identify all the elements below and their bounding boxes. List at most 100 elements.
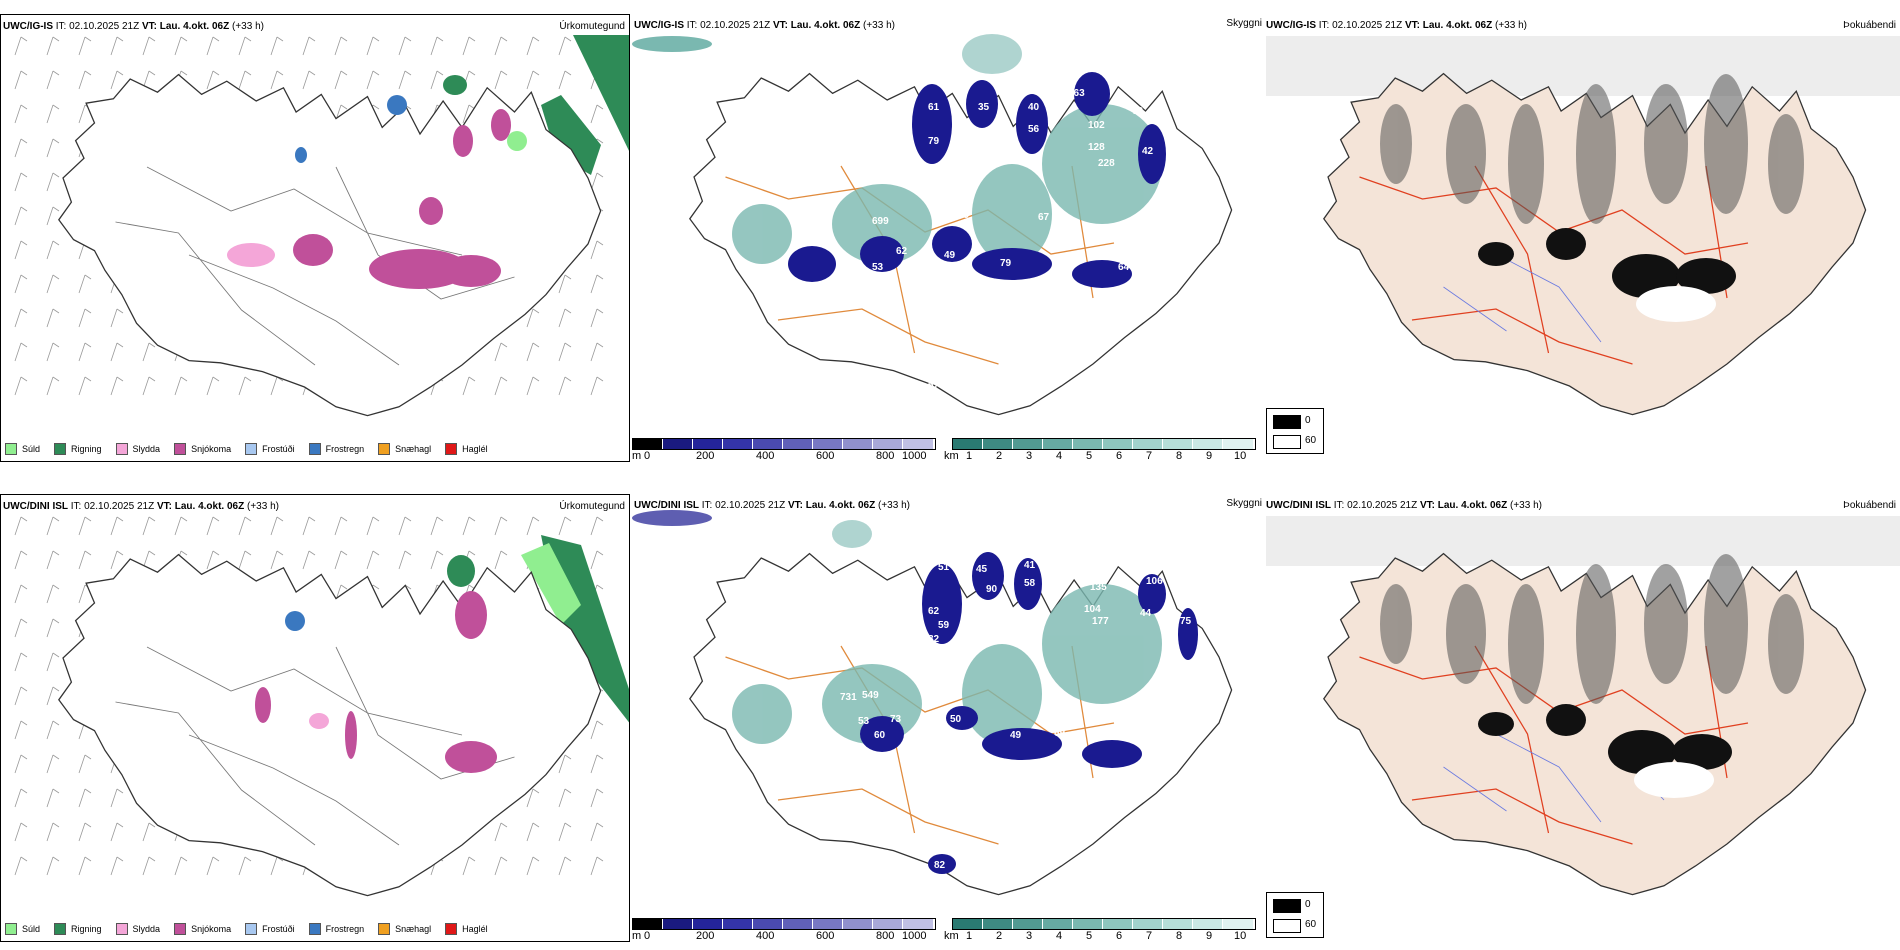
- wind-barb-flag: [180, 376, 188, 382]
- cloud-value: 62: [928, 606, 940, 617]
- wind-barb-flag: [52, 856, 60, 862]
- wind-barb: [398, 70, 406, 90]
- fog-index-panel-igis: UWC/IG-IS IT: 02.10.2025 21Z VT: Lau. 4.…: [1266, 14, 1900, 462]
- wind-barb: [558, 342, 566, 362]
- cloud-value: 44: [1140, 608, 1152, 619]
- fog-legend: 0 60: [1266, 892, 1324, 938]
- wind-barb: [46, 686, 54, 706]
- wind-barb: [302, 36, 310, 56]
- wind-barb-flag: [596, 376, 604, 382]
- wind-barb-flag: [180, 516, 188, 522]
- wind-barb-flag: [532, 70, 540, 76]
- wind-barb-flag: [532, 856, 540, 862]
- cloud-value: 59: [938, 620, 950, 631]
- wind-barb-flag: [468, 550, 476, 556]
- wind-barb-flag: [564, 754, 572, 760]
- wind-barb-flag: [244, 856, 252, 862]
- wind-barb-flag: [564, 274, 572, 280]
- wind-barb-flag: [52, 172, 60, 178]
- drizzle-area: [507, 131, 527, 151]
- sleet-area: [309, 713, 329, 729]
- wind-barb: [14, 308, 22, 328]
- wind-barb: [110, 342, 118, 362]
- wind-barb: [110, 308, 118, 328]
- wind-barb: [110, 70, 118, 90]
- wind-barb: [206, 516, 214, 536]
- wind-barb-flag: [404, 550, 412, 556]
- wind-barb: [206, 856, 214, 876]
- wind-barb-flag: [244, 70, 252, 76]
- wind-barb-flag: [52, 720, 60, 726]
- wind-barb: [206, 70, 214, 90]
- wind-barb: [558, 70, 566, 90]
- wind-barb-flag: [436, 550, 444, 556]
- wind-barb: [14, 376, 22, 396]
- wind-barb-flag: [52, 274, 60, 280]
- wind-barb-flag: [564, 856, 572, 862]
- wind-barb-flag: [596, 720, 604, 726]
- wind-barb-flag: [20, 856, 28, 862]
- snow-area: [369, 249, 469, 289]
- wind-barb: [14, 754, 22, 774]
- wind-barb-flag: [20, 652, 28, 658]
- wind-barb: [174, 516, 182, 536]
- cloud-value: 61: [928, 102, 940, 113]
- wind-barb-flag: [596, 822, 604, 828]
- wind-barb-flag: [20, 376, 28, 382]
- cloud-value: 67: [928, 380, 940, 391]
- wind-barb-flag: [244, 36, 252, 42]
- wind-barb: [590, 720, 598, 740]
- wind-barb: [46, 342, 54, 362]
- wind-barb: [526, 856, 534, 876]
- wind-barb: [46, 754, 54, 774]
- wind-barb-flag: [116, 342, 124, 348]
- cloud-value: 65: [1052, 258, 1064, 269]
- wind-barb-flag: [52, 376, 60, 382]
- cloudbase-colorbar: [632, 438, 936, 450]
- wind-barb-flag: [372, 550, 380, 556]
- wind-barb: [46, 70, 54, 90]
- precip-panel-title: Úrkomutegund: [559, 501, 625, 512]
- cloud-value: 49: [1010, 730, 1022, 741]
- wind-barb: [526, 788, 534, 808]
- wind-barb: [46, 36, 54, 56]
- freezing-rain-area: [295, 147, 307, 163]
- wind-barb: [270, 856, 278, 876]
- wind-barb: [590, 342, 598, 362]
- legend-item: Haglél: [445, 443, 488, 455]
- visibility-colorbar: [952, 438, 1256, 450]
- wind-barb: [110, 376, 118, 396]
- wind-barb: [206, 376, 214, 396]
- wind-barb-flag: [564, 70, 572, 76]
- wind-barb-flag: [436, 70, 444, 76]
- wind-barb: [526, 342, 534, 362]
- cloud-value: 75: [1180, 616, 1192, 627]
- legend-item: Slydda: [115, 923, 160, 935]
- wind-barb-flag: [84, 516, 92, 522]
- wind-barb: [558, 516, 566, 536]
- wind-barb: [302, 550, 310, 570]
- wind-barb: [590, 788, 598, 808]
- legend-item: Súld: [5, 923, 40, 935]
- cloud-value: 65: [1048, 692, 1060, 703]
- wind-barb-flag: [116, 788, 124, 794]
- fog-map: [1266, 36, 1900, 416]
- visibility-ticks: km 1 2 3 4 5 6 7 8 9 10: [944, 450, 1247, 462]
- wind-barb-flag: [116, 856, 124, 862]
- wind-barb: [14, 240, 22, 260]
- wind-barb: [14, 138, 22, 158]
- wind-barb: [526, 70, 534, 90]
- wind-barb: [494, 550, 502, 570]
- wind-barb-flag: [212, 376, 220, 382]
- wind-barb-flag: [20, 550, 28, 556]
- cloud-value: 50: [950, 714, 962, 725]
- wind-barb: [110, 550, 118, 570]
- wind-barb: [430, 36, 438, 56]
- wind-barb-flag: [404, 36, 412, 42]
- wind-barb: [526, 36, 534, 56]
- wind-barb: [334, 36, 342, 56]
- wind-barb-flag: [20, 686, 28, 692]
- wind-barb-flag: [436, 36, 444, 42]
- cloud-value: 73: [890, 714, 902, 725]
- wind-barb-flag: [596, 308, 604, 314]
